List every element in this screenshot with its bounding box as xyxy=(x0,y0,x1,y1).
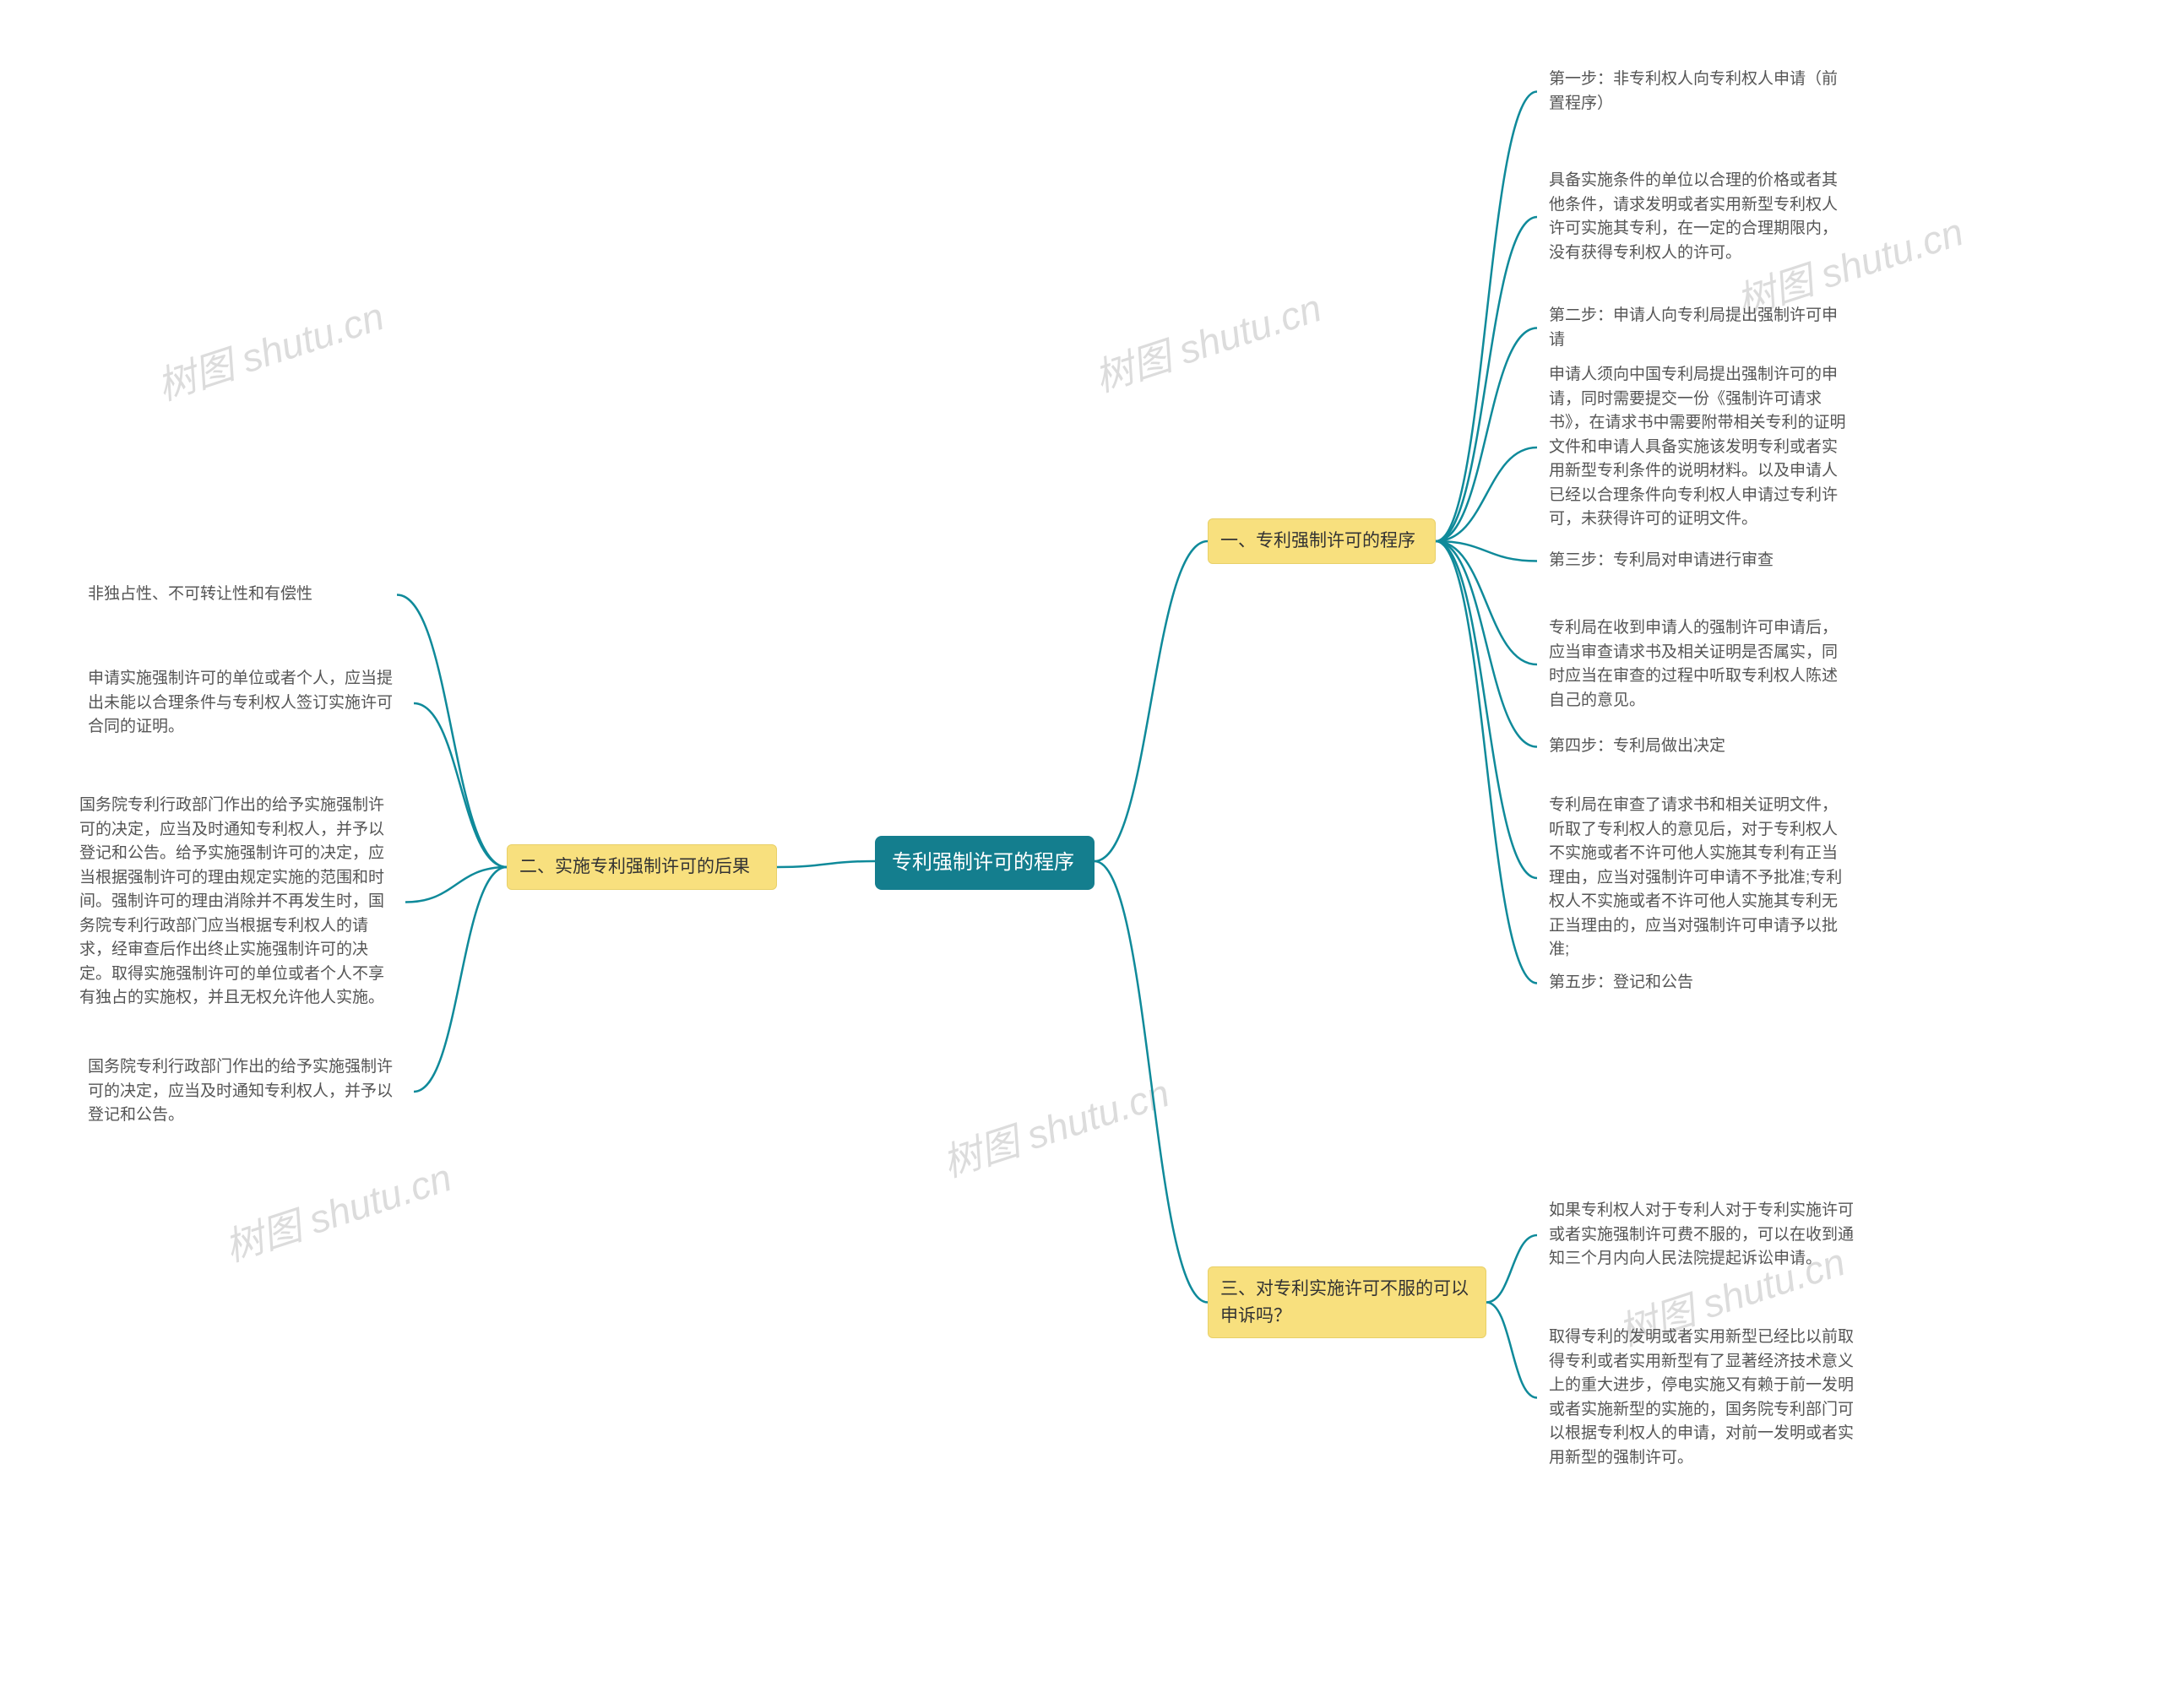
connector xyxy=(1436,541,1537,984)
connector xyxy=(414,867,507,1092)
watermark: 树图 shutu.cn xyxy=(149,286,390,412)
watermark: 树图 shutu.cn xyxy=(217,1147,458,1273)
mindmap-leaf: 第四步：专利局做出决定 xyxy=(1537,726,1858,767)
mindmap-leaf: 如果专利权人对于专利人对于专利实施许可或者实施强制许可费不服的，可以在收到通知三… xyxy=(1537,1190,1875,1280)
mindmap-leaf: 第二步：申请人向专利局提出强制许可申请 xyxy=(1537,296,1858,361)
mindmap-leaf: 非独占性、不可转让性和有偿性 xyxy=(76,574,397,615)
connector xyxy=(1486,1303,1537,1398)
mindmap-leaf: 第三步：专利局对申请进行审查 xyxy=(1537,540,1858,582)
connector xyxy=(1095,541,1208,861)
connector xyxy=(777,861,875,867)
connector xyxy=(1436,217,1537,541)
connector xyxy=(405,867,507,903)
mindmap-leaf: 专利局在审查了请求书和相关证明文件，听取了专利权人的意见后，对于专利权人不实施或… xyxy=(1537,785,1858,971)
mindmap-leaf: 取得专利的发明或者实用新型已经比以前取得专利或者实用新型有了显著经济技术意义上的… xyxy=(1537,1317,1875,1478)
mindmap-leaf: 第五步：登记和公告 xyxy=(1537,962,1858,1004)
connector xyxy=(1486,1235,1537,1303)
mindmap-leaf: 国务院专利行政部门作出的给予实施强制许可的决定，应当及时通知专利权人，并予以登记… xyxy=(76,1047,414,1136)
mindmap-leaf: 第一步：非专利权人向专利权人申请（前置程序） xyxy=(1537,59,1858,124)
mindmap-branch: 一、专利强制许可的程序 xyxy=(1208,518,1436,564)
connector xyxy=(1436,541,1537,878)
connector xyxy=(1436,328,1537,542)
watermark: 树图 shutu.cn xyxy=(1087,278,1328,404)
mindmap-leaf: 申请人须向中国专利局提出强制许可的申请，同时需要提交一份《强制许可请求书》，在请… xyxy=(1537,355,1858,540)
connector xyxy=(1095,861,1208,1303)
mindmap-branch: 二、实施专利强制许可的后果 xyxy=(507,844,777,890)
connector xyxy=(1436,541,1537,664)
connector xyxy=(1436,447,1537,541)
mindmap-branch: 三、对专利实施许可不服的可以申诉吗？ xyxy=(1208,1266,1486,1338)
connector xyxy=(1436,541,1537,561)
watermark: 树图 shutu.cn xyxy=(935,1063,1176,1189)
mindmap-leaf: 申请实施强制许可的单位或者个人，应当提出未能以合理条件与专利权人签订实施许可合同… xyxy=(76,659,414,748)
connector xyxy=(1436,92,1537,542)
connector xyxy=(1436,541,1537,747)
connector xyxy=(414,703,507,867)
mindmap-root: 专利强制许可的程序 xyxy=(875,836,1095,890)
mindmap-leaf: 国务院专利行政部门作出的给予实施强制许可的决定，应当及时通知专利权人，并予以登记… xyxy=(68,785,405,1019)
mindmap-leaf: 具备实施条件的单位以合理的价格或者其他条件，请求发明或者实用新型专利权人许可实施… xyxy=(1537,160,1858,274)
mindmap-leaf: 专利局在收到申请人的强制许可申请后，应当审查请求书及相关证明是否属实，同时应当在… xyxy=(1537,608,1858,721)
